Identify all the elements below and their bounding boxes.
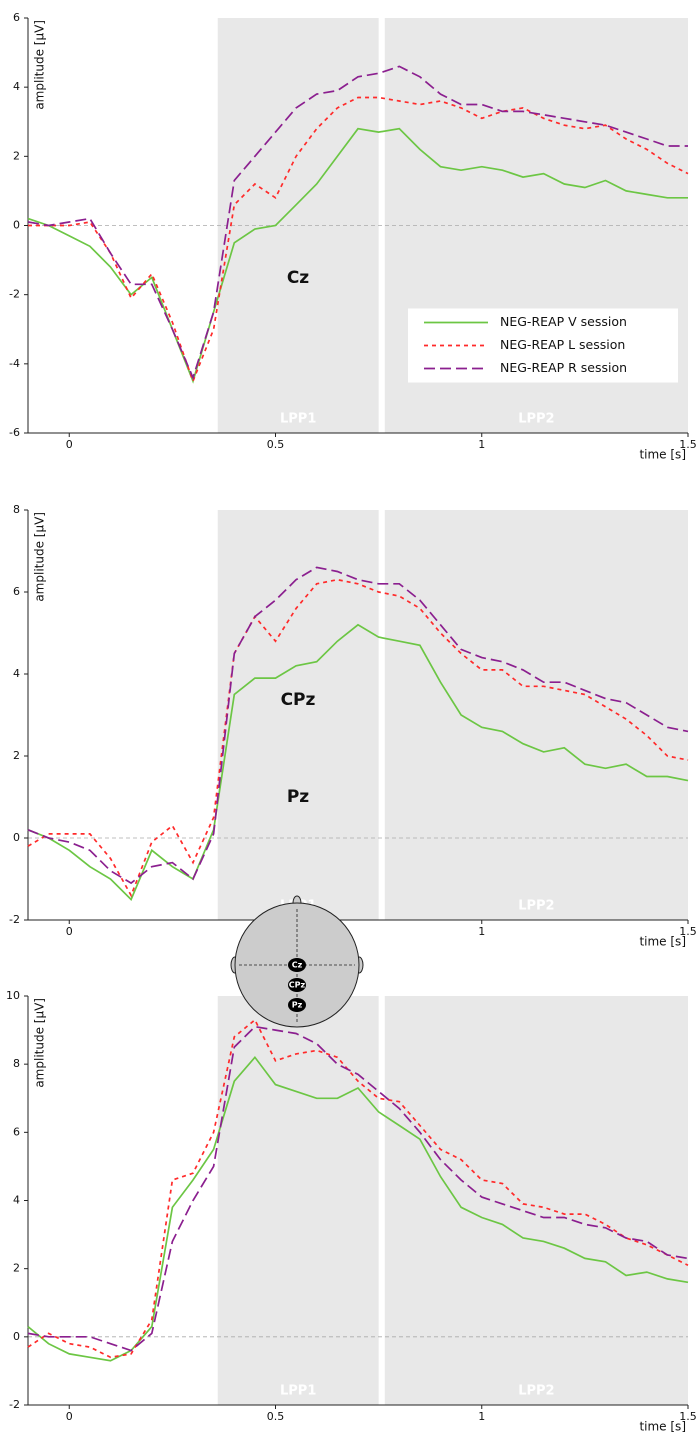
shaded-region — [384, 996, 688, 1405]
y-tick-label: 10 — [6, 989, 20, 1002]
x-tick-label: 0 — [66, 438, 73, 451]
y-tick-label: -2 — [9, 1398, 20, 1411]
x-tick-label: 0 — [66, 925, 73, 938]
x-tick-label: 1 — [478, 438, 485, 451]
y-tick-label: 0 — [13, 219, 20, 232]
legend-label: NEG-REAP L session — [500, 337, 625, 352]
x-tick-label: 0.5 — [267, 1410, 285, 1423]
x-tick-label: 1 — [478, 925, 485, 938]
series-line — [27, 65, 688, 381]
y-tick-label: -2 — [9, 913, 20, 926]
series-line — [27, 623, 689, 901]
x-axis-label: time [s] — [639, 448, 686, 462]
shaded-region — [217, 996, 379, 1405]
x-tick-label: 0.5 — [267, 438, 285, 451]
x-tick-label: 1.5 — [679, 925, 697, 938]
panel-title: Pz — [287, 787, 309, 807]
y-axis-label: amplitude [µV] — [33, 20, 47, 110]
x-tick-label: 1 — [478, 1410, 485, 1423]
x-tick-label: 1.5 — [679, 438, 697, 451]
series-line — [27, 1025, 689, 1352]
series-line — [27, 1055, 689, 1362]
region-label: LPP1 — [280, 1384, 316, 1399]
y-tick-label: 4 — [13, 667, 20, 680]
y-tick-label: 6 — [13, 585, 20, 598]
y-tick-label: 2 — [13, 149, 20, 162]
y-tick-label: 4 — [13, 1194, 20, 1207]
x-axis-label: time [s] — [639, 935, 686, 949]
series-line — [27, 1018, 689, 1359]
y-axis-label: amplitude [µV] — [33, 998, 47, 1088]
panel-title: CPz — [281, 690, 316, 710]
region-label: LPP1 — [280, 412, 316, 427]
region-label: LPP2 — [518, 412, 554, 427]
y-tick-label: 6 — [13, 1125, 20, 1138]
electrode — [288, 998, 306, 1012]
region-label: LPP2 — [518, 1384, 554, 1399]
y-tick-label: 0 — [13, 1330, 20, 1343]
y-tick-label: -4 — [9, 357, 20, 370]
legend-label: NEG-REAP R session — [500, 360, 627, 375]
region-label: LPP2 — [518, 899, 554, 914]
electrode — [288, 958, 306, 972]
legend-label: NEG-REAP V session — [500, 314, 627, 329]
series-line — [28, 96, 689, 384]
panel-title: Cz — [287, 268, 309, 288]
y-tick-label: 4 — [13, 80, 20, 93]
y-axis-label: amplitude [µV] — [33, 512, 47, 602]
y-tick-label: 2 — [13, 1262, 20, 1275]
x-tick-label: 1.5 — [679, 1410, 697, 1423]
y-tick-label: 0 — [13, 831, 20, 844]
legend-box — [408, 308, 678, 383]
shaded-region — [384, 510, 688, 920]
electrode-label: Cz — [292, 961, 303, 970]
electrode-label: Pz — [292, 1001, 303, 1010]
y-tick-label: 8 — [13, 1057, 20, 1070]
electrode-label: CPz — [289, 981, 306, 990]
y-tick-label: 2 — [13, 749, 20, 762]
electrode — [288, 978, 306, 992]
x-tick-label: 0 — [66, 1410, 73, 1423]
series-line — [27, 578, 689, 898]
panel: LPP1 LPP2 -6 -4 -2 0 2 4 6 0 0.5 1 1.5 amplitude [µV]… — [9, 11, 697, 462]
y-tick-label: -6 — [9, 426, 20, 439]
shaded-region — [217, 510, 379, 920]
y-tick-label: 8 — [13, 503, 20, 516]
x-axis-label: time [s] — [639, 1420, 686, 1434]
y-tick-label: -2 — [9, 288, 20, 301]
y-tick-label: 6 — [13, 11, 20, 24]
